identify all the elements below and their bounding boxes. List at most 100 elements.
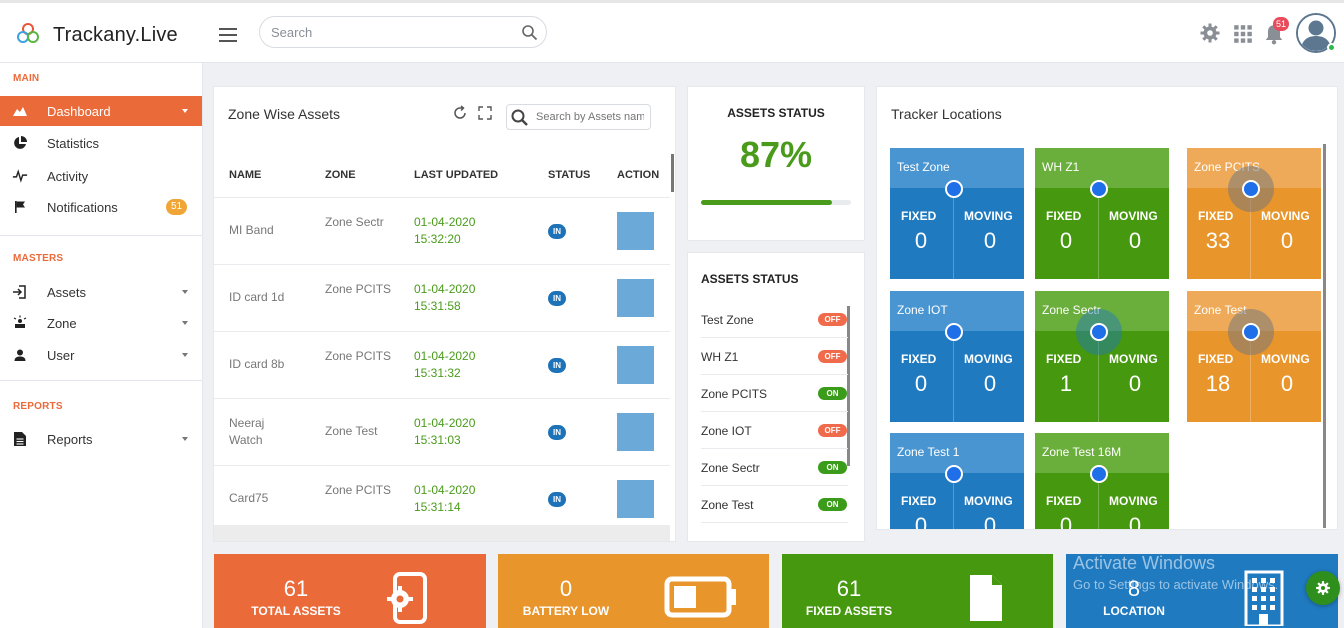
apps-grid-icon[interactable] bbox=[1232, 23, 1254, 45]
settings-fab-button[interactable] bbox=[1306, 571, 1340, 605]
tracker-tile[interactable]: Zone Test 16M FIXED MOVING 0 0 bbox=[1035, 433, 1169, 529]
action-button[interactable] bbox=[617, 480, 654, 518]
table-cell-time: 15:31:32 bbox=[414, 366, 461, 380]
status-toggle[interactable]: ON bbox=[818, 461, 847, 474]
tracker-marker-icon bbox=[1076, 309, 1122, 355]
tile-title: Test Zone bbox=[890, 148, 1024, 188]
moving-label: MOVING bbox=[1109, 494, 1158, 508]
fixed-label: FIXED bbox=[1198, 209, 1234, 223]
divider bbox=[0, 380, 202, 381]
status-badge: IN bbox=[548, 224, 566, 239]
online-status-dot bbox=[1327, 43, 1336, 52]
assets-search-input[interactable] bbox=[506, 104, 651, 130]
zone-name: Zone Test bbox=[701, 498, 754, 512]
list-item: WH Z1 OFF bbox=[701, 338, 848, 375]
stat-card-location[interactable]: 8 LOCATION bbox=[1066, 554, 1338, 628]
tracker-tile[interactable]: Zone PCITS FIXED MOVING 33 0 bbox=[1187, 148, 1321, 279]
activate-windows-title: Activate Windows bbox=[1073, 553, 1216, 573]
sidebar-item-zone[interactable]: Zone bbox=[0, 308, 202, 338]
status-toggle[interactable]: OFF bbox=[818, 313, 847, 326]
tracker-tile[interactable]: WH Z1 FIXED MOVING 0 0 bbox=[1035, 148, 1169, 279]
tracker-tile[interactable]: Zone Test FIXED MOVING 18 0 bbox=[1187, 291, 1321, 422]
sidebar-item-notifications[interactable]: Notifications 51 bbox=[0, 192, 202, 222]
status-toggle[interactable]: ON bbox=[818, 498, 847, 511]
horizontal-scrollbar[interactable] bbox=[214, 525, 670, 541]
tracker-tiles-viewport: Test Zone FIXED MOVING 0 0 WH Z1 FIXED M… bbox=[889, 147, 1321, 529]
tile-divider bbox=[953, 473, 954, 529]
tile-title: Zone Sectr bbox=[1035, 291, 1169, 331]
activate-windows-subtitle: Go to Settings to activate Windows. bbox=[1073, 577, 1279, 592]
stat-card-fixed-assets[interactable]: 61 FIXED ASSETS bbox=[782, 554, 1053, 628]
tracker-tile[interactable]: Zone Test 1 FIXED MOVING 0 0 bbox=[890, 433, 1024, 529]
table-cell-name: ID card 8b bbox=[229, 357, 285, 371]
table-cell-zone: Zone Sectr bbox=[325, 215, 384, 229]
tracker-tile[interactable]: Zone Sectr FIXED MOVING 1 0 bbox=[1035, 291, 1169, 422]
table-cell-date: 01-04-2020 bbox=[414, 483, 476, 497]
search-icon[interactable] bbox=[521, 24, 538, 41]
gear-icon[interactable] bbox=[1199, 22, 1221, 44]
stat-value: 0 bbox=[559, 576, 573, 601]
mobile-gear-icon bbox=[387, 572, 427, 624]
tracker-marker-icon bbox=[945, 180, 963, 198]
fixed-count: 18 bbox=[1205, 371, 1231, 396]
moving-count: 0 bbox=[1128, 371, 1142, 396]
action-button[interactable] bbox=[617, 413, 654, 451]
flag-icon bbox=[12, 199, 28, 215]
sidebar-item-statistics[interactable]: Statistics bbox=[0, 128, 202, 158]
table-cell-zone: Zone PCITS bbox=[325, 282, 392, 296]
table-cell-name: ID card 1d bbox=[229, 290, 285, 304]
sign-in-icon bbox=[12, 284, 28, 300]
search-input[interactable] bbox=[259, 16, 547, 48]
sidebar-item-activity[interactable]: Activity bbox=[0, 161, 202, 191]
table-cell-zone: Zone PCITS bbox=[325, 483, 392, 497]
fixed-label: FIXED bbox=[901, 494, 937, 508]
sidebar-item-reports[interactable]: Reports bbox=[0, 424, 202, 454]
fixed-label: FIXED bbox=[901, 352, 937, 366]
tracker-tile[interactable]: Zone IOT FIXED MOVING 0 0 bbox=[890, 291, 1024, 422]
table-cell-time: 15:31:03 bbox=[414, 433, 461, 447]
action-button[interactable] bbox=[617, 212, 654, 250]
action-button[interactable] bbox=[617, 346, 654, 384]
table-cell-zone: Zone PCITS bbox=[325, 349, 392, 363]
tracker-marker-icon bbox=[1090, 180, 1108, 198]
brand-name: Trackany.Live bbox=[53, 24, 178, 46]
stat-label: TOTAL ASSETS bbox=[251, 604, 341, 618]
status-list-scrollbar[interactable] bbox=[847, 306, 850, 466]
refresh-icon[interactable] bbox=[452, 105, 468, 121]
tile-divider bbox=[1098, 473, 1099, 529]
tracker-locations-title: Tracker Locations bbox=[891, 106, 1002, 122]
sidebar-item-dashboard[interactable]: Dashboard bbox=[0, 96, 202, 126]
table-cell-name: MI Band bbox=[229, 223, 274, 237]
fullscreen-icon[interactable] bbox=[478, 106, 492, 120]
battery-icon bbox=[664, 576, 736, 618]
tile-divider bbox=[1250, 188, 1251, 279]
tracker-scrollbar[interactable] bbox=[1323, 144, 1326, 528]
fixed-label: FIXED bbox=[1198, 352, 1234, 366]
table-cell-time: 15:32:20 bbox=[414, 232, 461, 246]
vertical-scrollbar-thumb[interactable] bbox=[671, 154, 674, 192]
status-toggle[interactable]: ON bbox=[818, 387, 847, 400]
action-button[interactable] bbox=[617, 279, 654, 317]
stat-label: LOCATION bbox=[1103, 604, 1165, 618]
moving-count: 0 bbox=[983, 513, 997, 529]
sidebar-item-assets[interactable]: Assets bbox=[0, 277, 202, 307]
section-title-main: MAIN bbox=[13, 73, 40, 84]
status-badge: IN bbox=[548, 425, 566, 440]
assets-status-progress-fill bbox=[701, 200, 832, 205]
moving-label: MOVING bbox=[964, 494, 1013, 508]
status-toggle[interactable]: OFF bbox=[818, 350, 847, 363]
fixed-count: 0 bbox=[914, 513, 928, 529]
tracker-tile[interactable]: Test Zone FIXED MOVING 0 0 bbox=[890, 148, 1024, 279]
sidebar-item-label: Statistics bbox=[47, 136, 100, 151]
tile-divider bbox=[1098, 331, 1099, 422]
list-item: Zone IOT OFF bbox=[701, 412, 848, 449]
fixed-count: 1 bbox=[1059, 371, 1073, 396]
fixed-label: FIXED bbox=[1046, 352, 1082, 366]
building-icon bbox=[1244, 570, 1284, 626]
stat-value: 61 bbox=[283, 576, 309, 601]
sidebar-item-user[interactable]: User bbox=[0, 340, 202, 370]
status-toggle[interactable]: OFF bbox=[818, 424, 847, 437]
menu-toggle-icon[interactable] bbox=[219, 28, 237, 42]
stat-card-total-assets[interactable]: 61 TOTAL ASSETS bbox=[214, 554, 486, 628]
stat-card-battery-low[interactable]: 0 BATTERY LOW bbox=[498, 554, 769, 628]
